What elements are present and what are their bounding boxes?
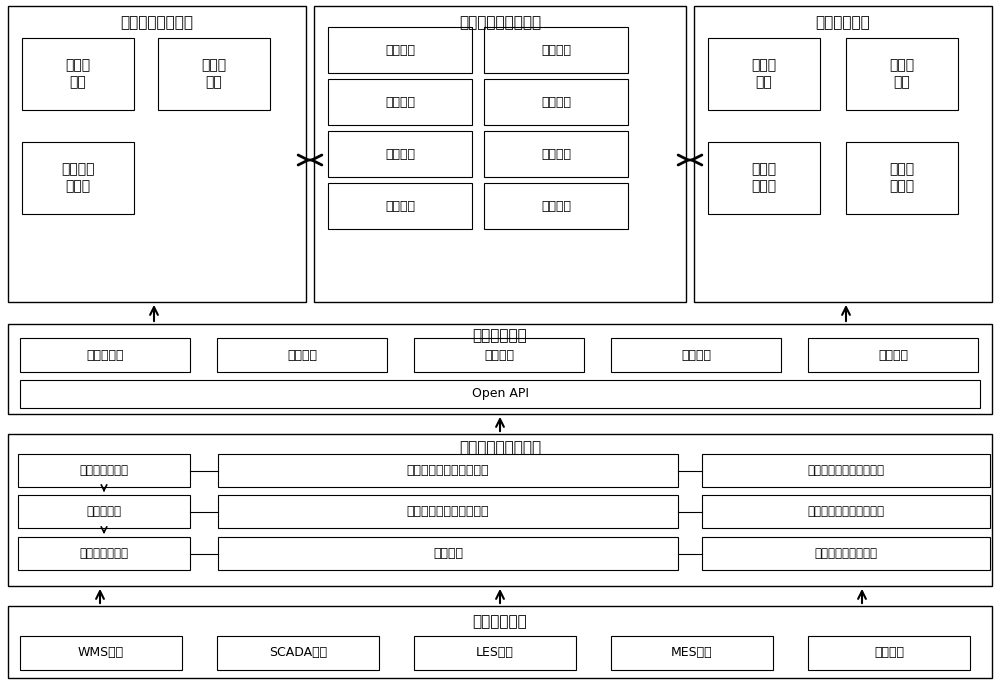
- Bar: [484, 27, 628, 73]
- Bar: [484, 79, 628, 125]
- Bar: [846, 38, 958, 110]
- Text: 物流监控: 物流监控: [385, 95, 415, 108]
- Bar: [702, 537, 990, 570]
- Text: 算法管
理器: 算法管 理器: [751, 59, 777, 89]
- Bar: [846, 142, 958, 214]
- Bar: [8, 324, 992, 414]
- Bar: [18, 454, 190, 487]
- Text: 实时数据: 实时数据: [287, 349, 317, 361]
- Bar: [808, 636, 970, 670]
- Bar: [328, 27, 472, 73]
- Bar: [20, 380, 980, 408]
- Text: 消息中间件: 消息中间件: [86, 349, 124, 361]
- Text: 物料监控: 物料监控: [385, 200, 415, 213]
- Bar: [611, 338, 781, 372]
- Text: 仓储物流级监控: 仓储物流级监控: [80, 464, 128, 477]
- Text: 人员监控: 人员监控: [385, 147, 415, 160]
- Text: 下发生产计划、配送计划: 下发生产计划、配送计划: [407, 505, 489, 518]
- Bar: [414, 338, 584, 372]
- Bar: [18, 537, 190, 570]
- Bar: [217, 338, 387, 372]
- Text: 安全监控: 安全监控: [541, 200, 571, 213]
- Text: SCADA系统: SCADA系统: [269, 647, 327, 659]
- Text: 关联性
分析: 关联性 分析: [889, 59, 915, 89]
- Text: 产品状态级监控: 产品状态级监控: [80, 547, 128, 560]
- Text: 仓储监控: 仓储监控: [541, 44, 571, 57]
- Text: 产品状态、设备动作: 产品状态、设备动作: [814, 547, 878, 560]
- Text: 设备状
态预测: 设备状 态预测: [751, 162, 777, 194]
- Text: WMS系统: WMS系统: [78, 647, 124, 659]
- Bar: [708, 38, 820, 110]
- Bar: [314, 6, 686, 302]
- Text: 环境监控: 环境监控: [541, 147, 571, 160]
- Text: 设备监控: 设备监控: [541, 95, 571, 108]
- Text: 综合监控: 综合监控: [385, 44, 415, 57]
- Text: 三维虚拟车间模块: 三维虚拟车间模块: [120, 16, 194, 31]
- Text: 异常数据: 异常数据: [681, 349, 711, 361]
- Bar: [20, 338, 190, 372]
- Text: 算法处理模块: 算法处理模块: [816, 16, 870, 31]
- Bar: [328, 131, 472, 177]
- Text: 设备工作状态、作业进度: 设备工作状态、作业进度: [807, 505, 884, 518]
- Bar: [702, 495, 990, 528]
- Bar: [414, 636, 576, 670]
- Bar: [218, 537, 678, 570]
- Text: 场景管
理器: 场景管 理器: [201, 59, 227, 89]
- Text: 三维可视化交互模块: 三维可视化交互模块: [459, 16, 541, 31]
- Text: Open API: Open API: [472, 387, 528, 400]
- Bar: [8, 606, 992, 678]
- Bar: [18, 495, 190, 528]
- Bar: [708, 142, 820, 214]
- Bar: [8, 434, 992, 586]
- Text: 模型管
理器: 模型管 理器: [65, 59, 91, 89]
- Bar: [218, 454, 678, 487]
- Bar: [218, 495, 678, 528]
- Text: 多层次数据监控模块: 多层次数据监控模块: [459, 441, 541, 456]
- Bar: [20, 636, 182, 670]
- Bar: [217, 636, 379, 670]
- Text: MES系统: MES系统: [671, 647, 713, 659]
- Text: 孪生数据
管理器: 孪生数据 管理器: [61, 162, 95, 194]
- Text: 制定生产计划、配送计划: 制定生产计划、配送计划: [407, 464, 489, 477]
- Bar: [484, 131, 628, 177]
- Bar: [484, 183, 628, 229]
- Text: 其他系统: 其他系统: [874, 647, 904, 659]
- Bar: [611, 636, 773, 670]
- Text: 高速缓存: 高速缓存: [878, 349, 908, 361]
- Bar: [158, 38, 270, 110]
- Bar: [328, 183, 472, 229]
- Bar: [808, 338, 978, 372]
- Text: 计划执行: 计划执行: [433, 547, 463, 560]
- Bar: [702, 454, 990, 487]
- Text: 业务系统模块: 业务系统模块: [473, 614, 527, 629]
- Text: 历史数据: 历史数据: [484, 349, 514, 361]
- Bar: [694, 6, 992, 302]
- Text: 设备利用率、计划完成率: 设备利用率、计划完成率: [807, 464, 884, 477]
- Bar: [22, 142, 134, 214]
- Text: 数据交换平台: 数据交换平台: [473, 329, 527, 344]
- Bar: [328, 79, 472, 125]
- Bar: [22, 38, 134, 110]
- Text: 远程故
障诊断: 远程故 障诊断: [889, 162, 915, 194]
- Text: 设备级监控: 设备级监控: [87, 505, 122, 518]
- Text: LES系统: LES系统: [476, 647, 514, 659]
- Bar: [8, 6, 306, 302]
